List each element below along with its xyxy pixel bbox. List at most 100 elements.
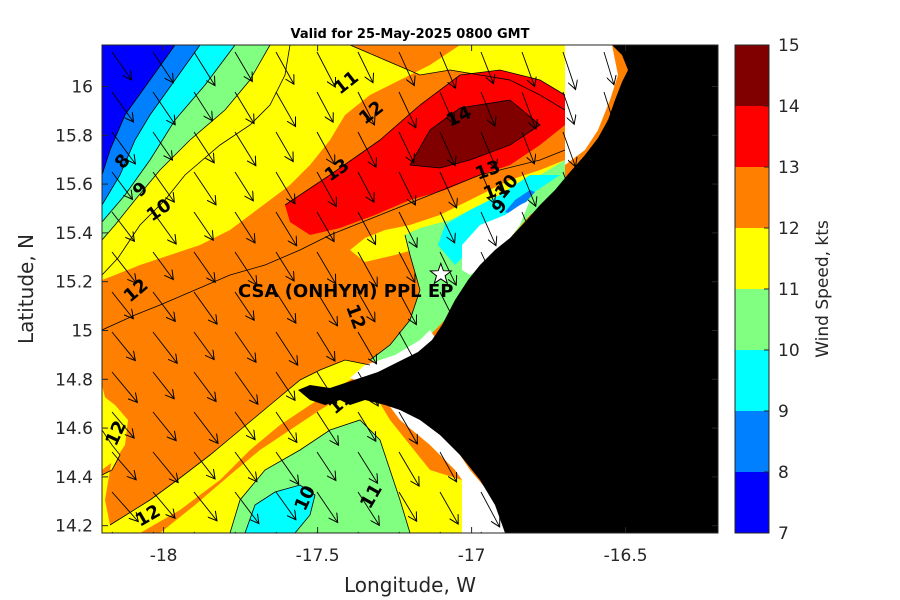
- colorbar-swatch: [735, 472, 769, 534]
- wind-arrow: [193, 291, 217, 324]
- wind-arrow: [521, 291, 537, 326]
- wind-arrow: [357, 91, 375, 125]
- wind-arrow: [275, 411, 297, 442]
- wind-arrow: [562, 531, 564, 533]
- wind-arrow: [480, 491, 500, 527]
- colorbar-tick-label: 15: [778, 36, 800, 56]
- wind-arrow: [111, 411, 134, 438]
- colorbar-tick-label: 11: [778, 280, 800, 300]
- wind-arrow: [152, 411, 176, 441]
- wind-arrow: [562, 51, 576, 90]
- wind-arrow: [603, 131, 616, 170]
- site-label: CSA (ONHYM) PPL EP: [238, 281, 453, 302]
- wind-arrow: [152, 291, 175, 321]
- colorbar-tick-label: 8: [778, 463, 789, 483]
- y-tick-label: 14.6: [55, 419, 93, 439]
- wind-arrow: [234, 331, 256, 362]
- wind-arrow: [193, 131, 214, 163]
- wind-arrow: [398, 411, 417, 444]
- wind-arrow: [521, 491, 537, 523]
- wind-arrow: [234, 251, 257, 285]
- wind-arrow: [439, 131, 455, 166]
- wind-arrow: [521, 371, 536, 403]
- y-tick-label: 15.2: [55, 273, 93, 293]
- colorbar-swatch: [735, 167, 769, 229]
- wind-arrow: [234, 171, 253, 201]
- wind-arrow: [562, 91, 574, 124]
- plot-area: 8 9 10 11 12 13 14 13 11 10 9 12 12 12 1…: [102, 45, 718, 533]
- wind-arrow: [234, 291, 254, 320]
- contour-band-11-12-coast: [350, 150, 565, 262]
- wind-vectors: [111, 51, 620, 533]
- y-axis-label: Latitude, N: [14, 234, 38, 344]
- wind-arrow: [234, 451, 257, 482]
- wind-arrow: [398, 371, 416, 402]
- wind-arrow: [234, 371, 258, 404]
- wind-arrow: [152, 211, 176, 244]
- wind-arrow: [152, 251, 173, 279]
- y-tick-label: 14.2: [55, 517, 93, 537]
- wind-arrow: [152, 51, 173, 83]
- wind-arrow: [603, 211, 616, 247]
- axes-frame: [101, 44, 719, 534]
- wind-arrow: [603, 451, 618, 486]
- wind-arrow: [562, 251, 577, 286]
- colorbar: 15 14 13 12 11 10 9 8 7: [734, 36, 800, 544]
- wind-arrow: [480, 291, 496, 323]
- site-star-icon: [428, 261, 453, 285]
- x-tick-label: -17: [458, 546, 486, 566]
- wind-arrow: [480, 211, 496, 246]
- wind-arrow: [193, 451, 215, 479]
- no-data-region-south: [360, 395, 510, 533]
- wind-arrow: [193, 411, 218, 443]
- wind-arrow: [316, 331, 335, 361]
- wind-arrow: [480, 371, 499, 408]
- wind-arrow: [603, 51, 614, 85]
- wind-arrow: [316, 211, 334, 242]
- wind-arrow: [316, 91, 333, 122]
- colorbar-tick-label: 13: [778, 158, 800, 178]
- colorbar-swatch: [735, 45, 769, 107]
- wind-arrow: [234, 491, 259, 524]
- wind-arrow: [439, 451, 457, 482]
- contour-band-11-12-south: [102, 360, 370, 533]
- wind-arrow: [193, 491, 217, 521]
- wind-arrow: [398, 51, 414, 86]
- wind-arrow: [234, 51, 252, 81]
- wind-arrow: [562, 451, 577, 483]
- y-axis-ticks: 16 15.8 15.6 15.4 15.2 15 14.8 14.6 14.4 14.2: [55, 77, 718, 537]
- wind-arrow: [521, 451, 539, 488]
- wind-arrow: [439, 91, 454, 123]
- wind-arrow: [480, 251, 497, 288]
- wind-arrow: [193, 531, 196, 533]
- wind-arrow: [234, 211, 255, 243]
- wind-arrow: [603, 411, 617, 444]
- contour-band-11-12-west: [102, 395, 128, 470]
- wind-arrow: [398, 131, 414, 163]
- wind-arrow: [398, 451, 419, 486]
- wind-arrow: [111, 51, 132, 80]
- wind-arrow: [234, 531, 237, 533]
- wind-arrow: [111, 251, 136, 283]
- wind-arrow: [357, 331, 377, 364]
- wind-arrow: [275, 371, 295, 400]
- wind-arrow: [439, 371, 457, 405]
- contour-band-9-10-south: [245, 485, 315, 533]
- wind-arrow: [111, 531, 114, 533]
- wind-arrow: [357, 531, 360, 533]
- no-data-region-dakar: [350, 330, 440, 385]
- wind-arrow: [480, 331, 497, 365]
- wind-arrow: [562, 131, 575, 167]
- colorbar-swatch: [735, 289, 769, 351]
- wind-arrow: [193, 211, 213, 240]
- wind-arrow: [398, 491, 417, 521]
- contour-band-8-9-coast: [505, 190, 535, 214]
- wind-arrow: [398, 171, 415, 205]
- contour-band-14-15: [410, 100, 540, 168]
- x-axis-label: Longitude, W: [344, 573, 476, 597]
- wind-arrow: [357, 491, 379, 525]
- wind-arrow: [521, 51, 535, 87]
- colorbar-tick-label: 14: [778, 97, 800, 117]
- wind-arrow: [316, 491, 338, 523]
- y-tick-label: 16: [71, 77, 93, 97]
